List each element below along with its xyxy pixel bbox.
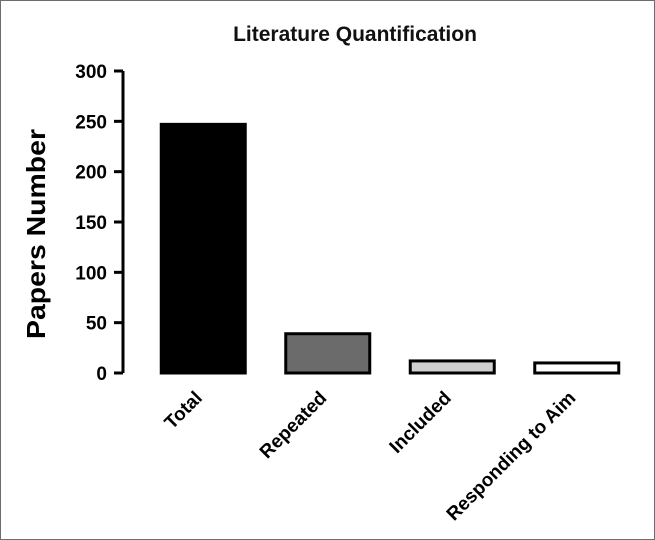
y-tick-label: 250: [75, 112, 107, 133]
y-tick-label: 300: [75, 62, 107, 83]
x-tick-label: Total: [161, 388, 207, 434]
bar-responding-to-aim: [533, 361, 621, 375]
x-tick-label: Included: [386, 388, 456, 458]
bar-total: [159, 122, 247, 375]
y-tick-label: 50: [86, 314, 107, 335]
bar-repeated: [284, 332, 372, 375]
chart-title: Literature Quantification: [233, 23, 477, 46]
bars: [159, 122, 621, 375]
y-axis-label: Papers Number: [21, 129, 51, 339]
y-tick-label: 150: [75, 213, 107, 234]
x-tick-label: Repeated: [256, 388, 331, 463]
y-axis-ticks: 0 50 100 150 200 250 300: [75, 62, 123, 385]
y-tick-label: 100: [75, 263, 107, 284]
y-tick-label: 200: [75, 163, 107, 184]
bar-included: [408, 359, 496, 375]
y-tick-label: 0: [96, 364, 107, 385]
x-tick-label: Responding to Aim: [443, 388, 580, 525]
